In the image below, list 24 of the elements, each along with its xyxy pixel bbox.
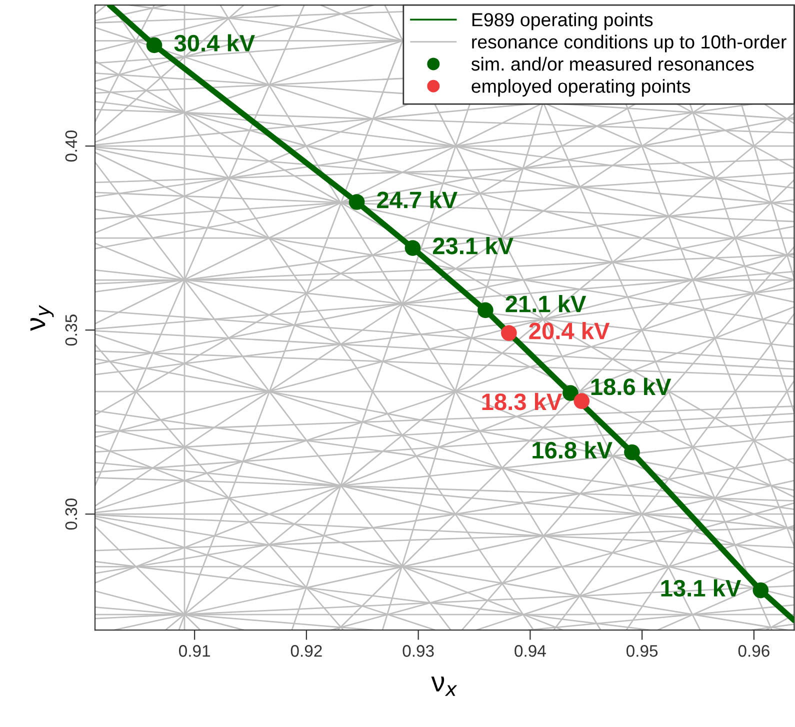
x-tick-label: 0.91 [179,645,210,657]
y-axis-title: ν$_{y}$ [30,305,54,331]
y-tick-label: 0.35 [65,314,78,346]
legend-label: resonance conditions up to 10th-order [472,34,786,52]
annotation: 18.6 kV [591,378,672,396]
annotation: 18.3 kV [482,392,562,410]
x-tick-label: 0.95 [626,645,658,657]
annotation: 24.7 kV [377,190,458,208]
annotation: 23.1 kV [432,236,514,254]
y-tick-label: 0.40 [65,130,78,162]
legend-label: E989 operating points [472,12,653,30]
x-tick-label: 0.96 [738,645,770,657]
x-tick-label: 0.94 [514,645,546,657]
x-tick-label: 0.93 [402,645,434,657]
annotation: 16.8 kV [532,441,612,459]
legend-label: sim. and/or measured resonances [471,56,754,71]
annotation: 20.4 kV [529,322,610,340]
y-tick-label: 0.30 [65,498,78,530]
annotation: 30.4 kV [174,34,255,52]
x-axis-title: ν$_{x}$ [431,676,458,696]
x-tick-label: 0.92 [290,645,322,657]
annotation: 13.1 kV [661,579,742,597]
legend-label: employed operating points [472,79,690,97]
annotation: 21.1 kV [506,295,586,312]
